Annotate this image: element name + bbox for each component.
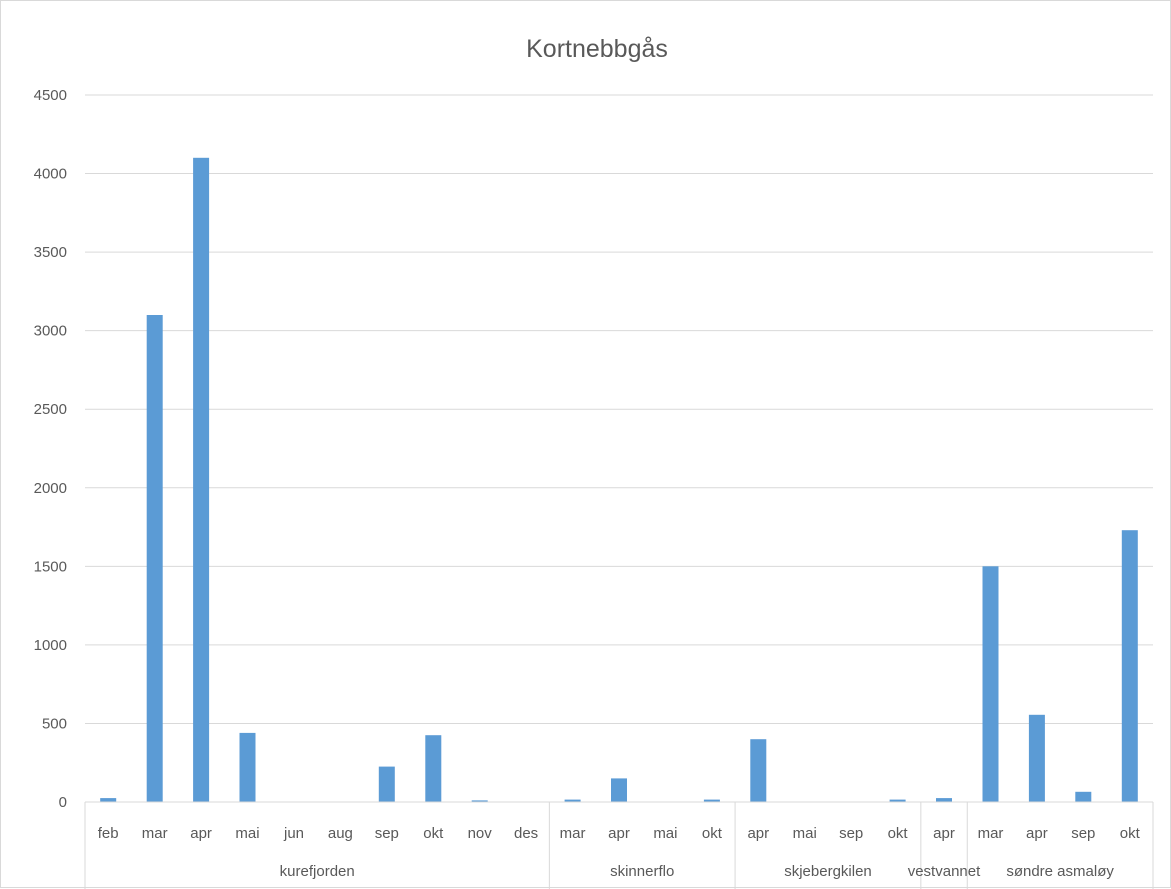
x-category-label: okt (702, 825, 723, 842)
x-category-label: apr (1026, 825, 1048, 842)
bar (146, 315, 163, 802)
x-category-label: apr (190, 825, 212, 842)
x-category-label: apr (608, 825, 630, 842)
y-tick-label: 1000 (34, 637, 67, 654)
chart-title: Kortnebbgås (526, 35, 668, 63)
bar (1028, 714, 1045, 802)
x-category-label: nov (468, 825, 493, 842)
x-group-label: skinnerflo (610, 863, 674, 880)
x-category-label: aug (328, 825, 353, 842)
bar (193, 157, 210, 803)
y-tick-label: 500 (42, 715, 67, 732)
y-tick-label: 4000 (34, 166, 67, 183)
bar (982, 566, 999, 802)
x-category-label: mar (142, 825, 168, 842)
bar (239, 732, 256, 802)
bars (100, 157, 1138, 803)
bar (703, 799, 720, 802)
x-category-label: sep (1071, 825, 1095, 842)
x-category-label: okt (888, 825, 909, 842)
x-category-label: okt (1120, 825, 1141, 842)
bar (611, 778, 627, 802)
bar (425, 735, 442, 802)
y-tick-label: 2000 (34, 480, 67, 497)
x-group-label: vestvannet (908, 863, 981, 880)
x-category-label: mar (560, 825, 586, 842)
bar (750, 739, 767, 802)
bar (936, 798, 952, 802)
x-category-label: des (514, 825, 538, 842)
x-category-label: apr (747, 825, 769, 842)
x-category-label: apr (933, 825, 955, 842)
gridlines (85, 94, 1153, 724)
x-group-label: søndre asmaløy (1006, 863, 1114, 880)
bar (100, 798, 117, 802)
x-category-label: mai (235, 825, 259, 842)
x-category-label: okt (423, 825, 444, 842)
bar (1075, 791, 1092, 802)
x-category-label: sep (839, 825, 863, 842)
x-category-label: jun (283, 825, 304, 842)
y-tick-label: 2500 (34, 401, 67, 418)
bar (564, 799, 581, 802)
x-category-label: sep (375, 825, 399, 842)
x-axis: feb mar apr mai jun aug sep okt nov des mar apr mai o… (84, 801, 1154, 889)
bar (471, 800, 488, 802)
x-group-label: kurefjorden (280, 863, 355, 880)
x-category-label: feb (98, 825, 119, 842)
x-category-label: mai (793, 825, 817, 842)
x-category-label: mar (978, 825, 1004, 842)
y-axis: 0 500 1000 1500 2000 2500 3000 3500 4000 4500 (34, 87, 67, 811)
y-tick-label: 0 (59, 794, 67, 811)
bar (378, 766, 395, 802)
y-tick-label: 3000 (34, 323, 67, 340)
y-tick-label: 4500 (34, 87, 67, 104)
x-group-label: skjebergkilen (784, 863, 872, 880)
x-category-label: mai (653, 825, 677, 842)
y-tick-label: 3500 (34, 244, 67, 261)
y-tick-label: 1500 (34, 558, 67, 575)
bar (1121, 530, 1138, 802)
bar (889, 799, 906, 802)
